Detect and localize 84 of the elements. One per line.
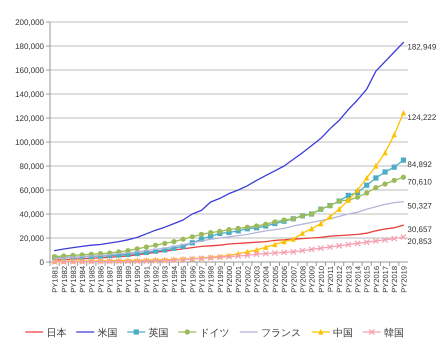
data-label: 70,610 <box>407 177 432 186</box>
point <box>354 240 361 247</box>
data-label: 20,853 <box>407 236 432 246</box>
data-label: 182,949 <box>407 42 437 52</box>
point <box>373 162 378 169</box>
point <box>327 214 333 220</box>
point <box>234 252 242 260</box>
point <box>134 246 140 252</box>
point <box>299 247 306 254</box>
point <box>392 132 397 138</box>
point <box>318 245 324 252</box>
point <box>354 186 360 193</box>
point <box>346 192 351 198</box>
point <box>217 228 222 234</box>
y-tick-label: 20,000 <box>20 234 45 243</box>
point <box>144 244 149 250</box>
point <box>272 250 278 256</box>
point <box>236 226 241 231</box>
legend-label: 米国 <box>97 327 118 339</box>
point <box>382 236 388 243</box>
point <box>364 190 370 196</box>
point <box>272 241 278 248</box>
y-tick-label: 0 <box>40 258 45 267</box>
y-tick-label: 200,000 <box>15 18 45 27</box>
point <box>190 234 195 240</box>
point <box>364 182 370 188</box>
point <box>171 239 177 244</box>
point <box>400 110 406 116</box>
y-tick-label: 160,000 <box>15 66 45 75</box>
data-label: 124,222 <box>407 112 437 122</box>
point <box>290 236 296 242</box>
data-label: 30,657 <box>407 225 432 234</box>
point <box>373 175 378 181</box>
point <box>309 226 314 232</box>
point <box>263 244 268 250</box>
point <box>198 232 204 237</box>
line-series <box>54 42 404 252</box>
legend-label: 英国 <box>148 327 168 339</box>
point <box>382 181 388 187</box>
point <box>290 248 296 255</box>
point <box>162 240 168 246</box>
legend-label: 韓国 <box>384 327 404 339</box>
point <box>354 194 360 200</box>
data-label: 50,327 <box>407 202 432 211</box>
y-tick-label: 100,000 <box>15 138 45 147</box>
point <box>226 227 232 232</box>
legend-label: 中国 <box>332 327 353 339</box>
point <box>326 244 334 250</box>
y-tick-label: 80,000 <box>20 162 45 171</box>
y-tick-label: 40,000 <box>20 210 45 219</box>
y-tick-label: 180,000 <box>15 42 45 51</box>
y-tick-label: 120,000 <box>15 114 45 123</box>
point <box>152 242 158 248</box>
point <box>363 239 370 246</box>
legend-label: ドイツ <box>199 328 230 339</box>
point <box>400 234 407 240</box>
point <box>244 252 251 259</box>
data-label: 84,892 <box>407 160 432 170</box>
point <box>336 206 342 212</box>
point <box>281 238 287 244</box>
point <box>364 174 370 181</box>
legend-label: 日本 <box>46 327 66 339</box>
point <box>318 220 324 226</box>
point <box>300 230 306 236</box>
y-tick-label: 60,000 <box>20 186 45 195</box>
point <box>262 250 269 257</box>
point <box>308 246 315 253</box>
point <box>382 150 388 156</box>
point <box>400 174 406 180</box>
point <box>391 235 398 242</box>
point <box>392 178 397 183</box>
point <box>373 185 378 190</box>
point <box>372 238 380 244</box>
point <box>336 242 342 249</box>
point <box>253 251 260 258</box>
legend-label: フランス <box>260 328 301 339</box>
point <box>382 169 388 175</box>
y-tick-label: 140,000 <box>15 90 45 99</box>
point <box>392 164 397 170</box>
point <box>180 236 186 242</box>
point <box>400 158 406 163</box>
point <box>280 249 288 256</box>
point <box>208 230 214 236</box>
point <box>345 241 352 248</box>
